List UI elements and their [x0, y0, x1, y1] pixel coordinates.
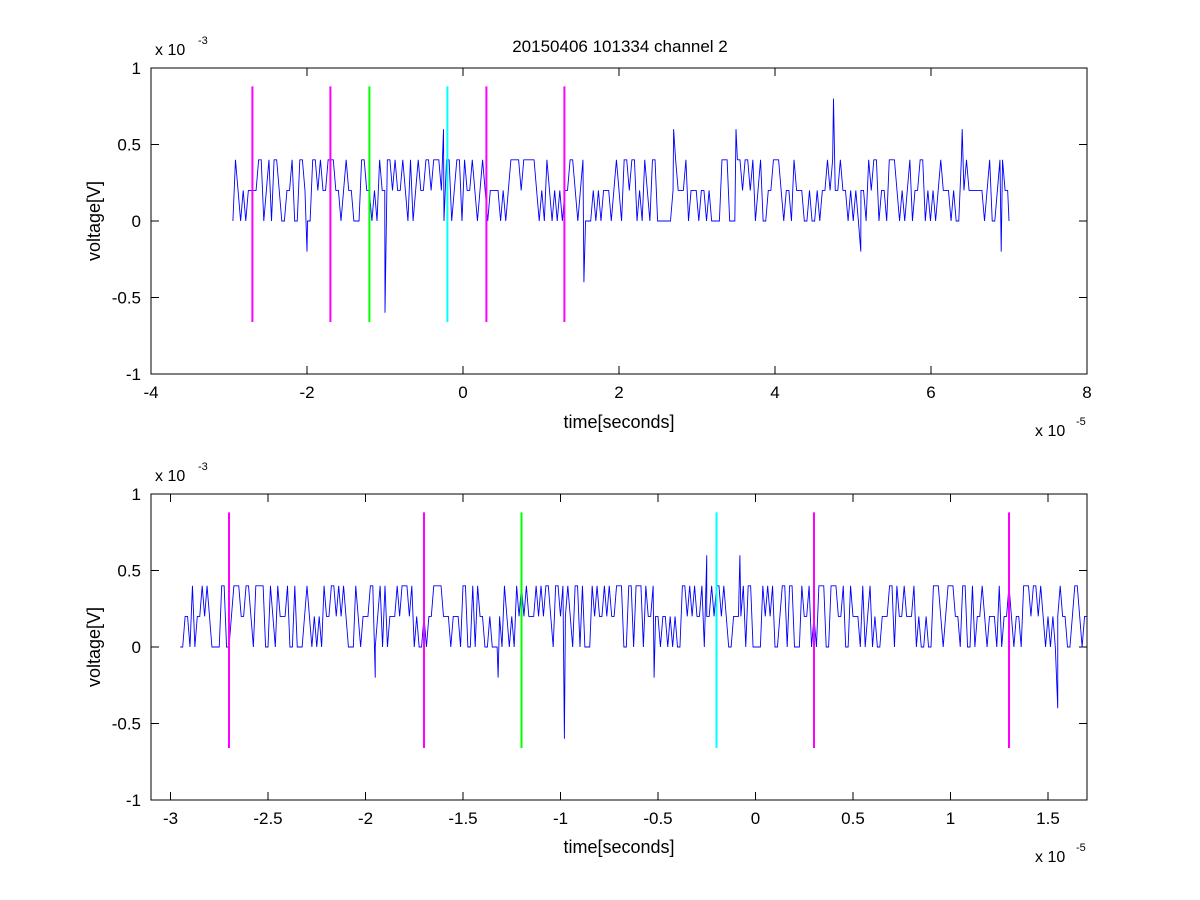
top-x-exponent-value: -5 [1076, 416, 1086, 428]
top-plot-area [232, 86, 1010, 322]
bottom-x-axis-label: time[seconds] [563, 837, 674, 857]
x-tick-label: -3 [163, 809, 178, 828]
top-y-exponent: x 10 -3 [155, 35, 208, 59]
bottom-y-multiplier: x 10 [155, 468, 185, 485]
top-x-axis-label: time[seconds] [563, 412, 674, 432]
top-y-multiplier: x 10 [155, 42, 185, 59]
x-tick-label: 0.5 [841, 809, 865, 828]
bottom-x-exponent: x 10 -5 [1035, 842, 1086, 866]
y-tick-label: 1 [132, 59, 141, 78]
bottom-plot-area [180, 512, 1087, 748]
x-tick-label: 4 [770, 383, 779, 402]
figure-title: 20150406 101334 channel 2 [512, 37, 728, 56]
x-tick-label: -0.5 [643, 809, 672, 828]
x-tick-label: 1.5 [1036, 809, 1060, 828]
bottom-y-exponent: x 10 -3 [155, 461, 208, 485]
bottom-y-ticks: -1 -0.5 0 0.5 1 [112, 485, 1087, 810]
y-tick-label: 0 [132, 638, 141, 657]
bottom-y-axis-label: voltage[V] [84, 607, 104, 687]
bottom-x-ticks: -3 -2.5 -2 -1.5 -1 -0.5 0 0.5 1 1.5 [163, 494, 1060, 828]
y-tick-label: 0 [132, 212, 141, 231]
x-tick-label: -2 [299, 383, 314, 402]
x-tick-label: 6 [926, 383, 935, 402]
top-axes: -4 -2 0 2 4 6 8 -1 -0.5 0 0.5 1 time[seconds] volt… [84, 35, 1092, 440]
y-tick-label: 0.5 [117, 562, 141, 581]
bottom-axes: -3 -2.5 -2 -1.5 -1 -0.5 0 0.5 1 1.5 -1 -0.5 0 0.5 1 t… [84, 461, 1088, 866]
y-tick-label: -1 [126, 365, 141, 384]
y-tick-label: -0.5 [112, 289, 141, 308]
x-tick-label: -1 [553, 809, 568, 828]
signal-trace [232, 98, 1010, 313]
y-tick-label: 1 [132, 485, 141, 504]
x-tick-label: -2.5 [253, 809, 282, 828]
x-tick-label: 0 [458, 383, 467, 402]
top-x-ticks: -4 -2 0 2 4 6 8 [143, 68, 1092, 402]
top-x-exponent: x 10 -5 [1035, 416, 1086, 440]
top-y-axis-label: voltage[V] [84, 181, 104, 261]
y-tick-label: -0.5 [112, 715, 141, 734]
top-y-exponent-value: -3 [198, 35, 208, 47]
top-axes-frame [150, 67, 1088, 375]
x-tick-label: -4 [143, 383, 158, 402]
x-tick-label: 2 [614, 383, 623, 402]
top-y-ticks: -1 -0.5 0 0.5 1 [112, 59, 1087, 384]
top-x-multiplier: x 10 [1035, 423, 1065, 440]
bottom-y-exponent-value: -3 [198, 461, 208, 473]
x-tick-label: 1 [946, 809, 955, 828]
bottom-x-multiplier: x 10 [1035, 849, 1065, 866]
signal-trace [180, 555, 1087, 739]
x-tick-label: -2 [358, 809, 373, 828]
y-tick-label: 0.5 [117, 136, 141, 155]
y-tick-label: -1 [126, 791, 141, 810]
x-tick-label: 8 [1082, 383, 1091, 402]
x-tick-label: -1.5 [448, 809, 477, 828]
x-tick-label: 0 [751, 809, 760, 828]
bottom-x-exponent-value: -5 [1076, 842, 1086, 854]
